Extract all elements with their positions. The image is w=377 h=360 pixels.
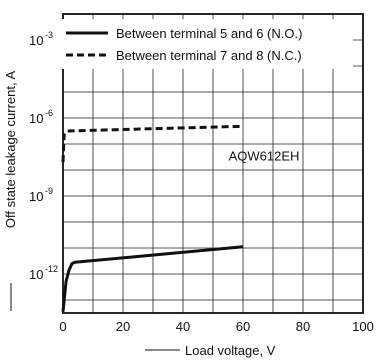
x-tick-label: 20 [116,319,130,334]
y-tick-label: 10 -12 [29,264,58,282]
series-group [61,124,244,312]
x-axis-title-group: Load voltage, V [145,343,276,358]
x-tick-label: 80 [296,319,310,334]
y-tick-exponent: -3 [45,30,53,40]
y-axis-title: Off state leakage current, A [3,71,18,229]
y-tick-base: 10 [29,267,43,282]
y-tick-exponent: -9 [45,186,53,196]
y-tick-label: 10 -9 [29,186,53,204]
x-axis-title: Load voltage, V [185,343,276,358]
plot-frame [62,13,364,314]
y-tick-base: 10 [29,189,43,204]
series-line-1 [61,245,244,312]
legend: Between terminal 5 and 6 (N.O.) Between t… [58,19,353,69]
x-tick-label: 40 [176,319,190,334]
legend-label-2: Between terminal 7 and 8 (N.C.) [116,48,302,63]
x-tick-label: 100 [352,319,374,334]
y-tick-label: 10 -6 [29,108,53,126]
series-line-2 [61,124,244,163]
x-tick-label: 0 [59,319,66,334]
y-tick-base: 10 [29,33,43,48]
legend-box [58,19,353,69]
y-tick-label: 10 -3 [29,30,53,48]
y-tick-base: 10 [29,111,43,126]
legend-label-1: Between terminal 5 and 6 (N.O.) [116,26,302,41]
x-tick-label: 60 [236,319,250,334]
y-tick-exponent: -6 [45,108,53,118]
device-label: AQW612EH [229,149,300,164]
y-tick-exponent: -12 [45,264,58,274]
y-axis-title-group: Off state leakage current, A [3,71,18,311]
